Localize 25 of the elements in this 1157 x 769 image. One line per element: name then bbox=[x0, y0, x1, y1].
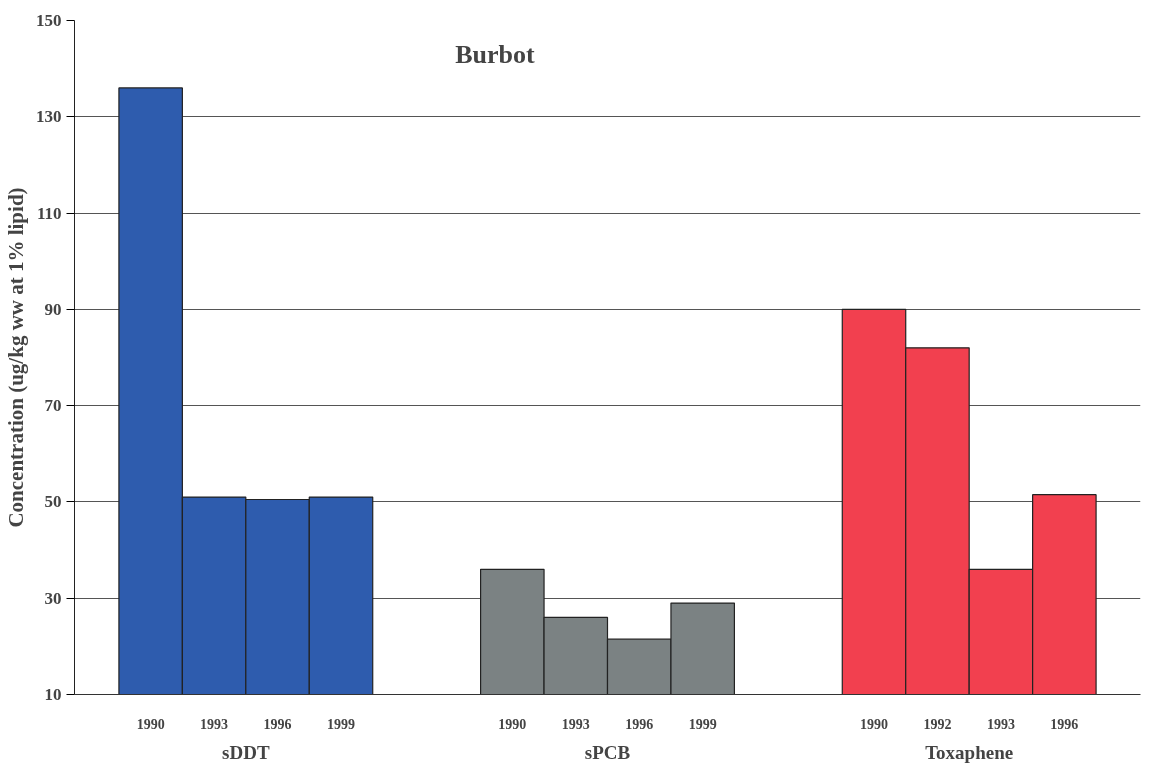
x-tick-label: 1990 bbox=[498, 716, 527, 732]
x-tick-label: 1993 bbox=[200, 716, 229, 732]
x-tick-label: 1993 bbox=[986, 716, 1015, 732]
text: sDDT bbox=[222, 741, 270, 763]
x-tick-label: 1996 bbox=[625, 716, 654, 732]
x-tick-label: 1993 bbox=[561, 716, 590, 732]
y-tick-label: 10 bbox=[44, 685, 62, 704]
text: Burbot bbox=[455, 39, 536, 69]
y-tick-label: 90 bbox=[44, 299, 62, 319]
y-tick-label: 110 bbox=[36, 203, 62, 223]
x-tick-label: 1996 bbox=[1050, 716, 1079, 732]
text: sPCB bbox=[584, 741, 631, 763]
y-tick-label: 30 bbox=[44, 588, 62, 608]
y-tick-label: 50 bbox=[44, 492, 62, 512]
x-tick-label: 1996 bbox=[263, 716, 292, 732]
y-tick-label: 70 bbox=[44, 396, 62, 416]
x-tick-label: 1990 bbox=[860, 716, 888, 732]
y-tick-label: 150 bbox=[36, 11, 62, 30]
x-tick-label: 1990 bbox=[136, 716, 165, 732]
text: Toxaphene bbox=[925, 741, 1014, 763]
y-axis-title: Concentration (ug/kg ww at 1% lipid) bbox=[4, 187, 28, 528]
x-tick-label: 1999 bbox=[688, 716, 717, 732]
y-tick-label: 130 bbox=[36, 107, 62, 127]
x-tick-label: 1999 bbox=[327, 716, 355, 732]
x-tick-label: 1992 bbox=[923, 716, 952, 732]
